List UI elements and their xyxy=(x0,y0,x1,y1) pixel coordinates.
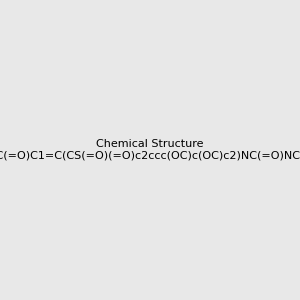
Text: Chemical Structure
COC(=O)C1=C(CS(=O)(=O)c2ccc(OC)c(OC)c2)NC(=O)NC1c1: Chemical Structure COC(=O)C1=C(CS(=O)(=O… xyxy=(0,139,300,161)
